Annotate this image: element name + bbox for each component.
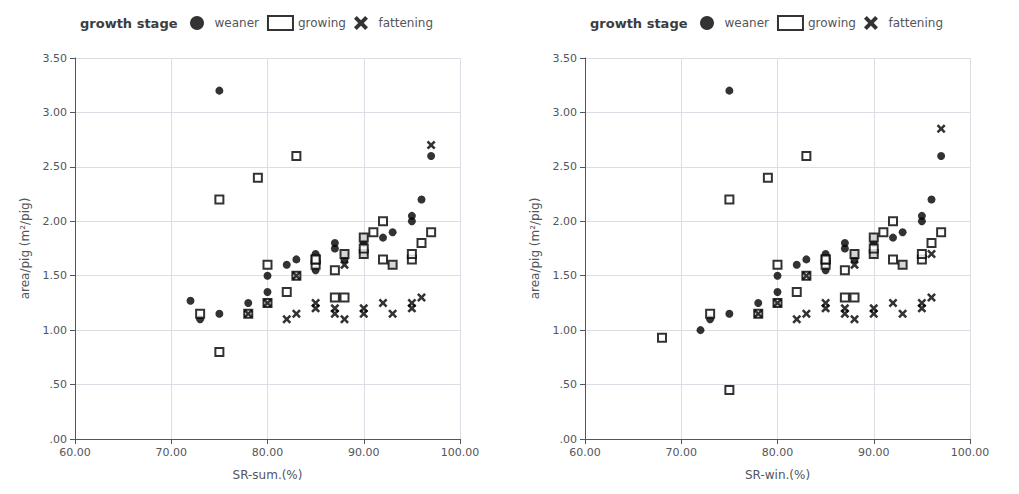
svg-text:60.00: 60.00 (59, 446, 91, 459)
svg-text:60.00: 60.00 (569, 446, 601, 459)
svg-text:90.00: 90.00 (348, 446, 380, 459)
svg-text:SR-sum.(%): SR-sum.(%) (233, 468, 303, 482)
svg-text:1.00: 1.00 (43, 324, 68, 337)
svg-text:2.00: 2.00 (43, 215, 68, 228)
svg-text:100.00: 100.00 (441, 446, 480, 459)
svg-text:100.00: 100.00 (951, 446, 990, 459)
svg-text:.00: .00 (50, 433, 68, 446)
svg-text:.00: .00 (560, 433, 578, 446)
svg-text:2.00: 2.00 (553, 215, 578, 228)
svg-text:.50: .50 (560, 378, 578, 391)
svg-text:3.50: 3.50 (553, 52, 578, 65)
svg-text:growing: growing (808, 16, 856, 30)
svg-text:growth stage: growth stage (590, 16, 688, 31)
svg-text:fattening: fattening (378, 16, 433, 30)
svg-text:1.50: 1.50 (553, 269, 578, 282)
svg-text:70.00: 70.00 (156, 446, 188, 459)
svg-text:1.00: 1.00 (553, 324, 578, 337)
svg-text:90.00: 90.00 (858, 446, 890, 459)
svg-text:80.00: 80.00 (762, 446, 794, 459)
svg-text:fattening: fattening (888, 16, 943, 30)
svg-text:.50: .50 (50, 378, 68, 391)
svg-text:80.00: 80.00 (252, 446, 284, 459)
svg-text:weaner: weaner (725, 16, 770, 30)
svg-text:1.50: 1.50 (43, 269, 68, 282)
svg-text:3.00: 3.00 (43, 106, 68, 119)
svg-text:growth stage: growth stage (80, 16, 178, 31)
svg-text:70.00: 70.00 (666, 446, 698, 459)
svg-text:3.50: 3.50 (43, 52, 68, 65)
svg-text:2.50: 2.50 (553, 160, 578, 173)
svg-text:3.00: 3.00 (553, 106, 578, 119)
svg-text:SR-win.(%): SR-win.(%) (745, 468, 810, 482)
svg-text:area/pig (m²/pig): area/pig (m²/pig) (528, 198, 542, 300)
svg-text:weaner: weaner (215, 16, 260, 30)
svg-text:2.50: 2.50 (43, 160, 68, 173)
svg-text:growing: growing (298, 16, 346, 30)
svg-text:area/pig (m²/pig): area/pig (m²/pig) (18, 198, 32, 300)
